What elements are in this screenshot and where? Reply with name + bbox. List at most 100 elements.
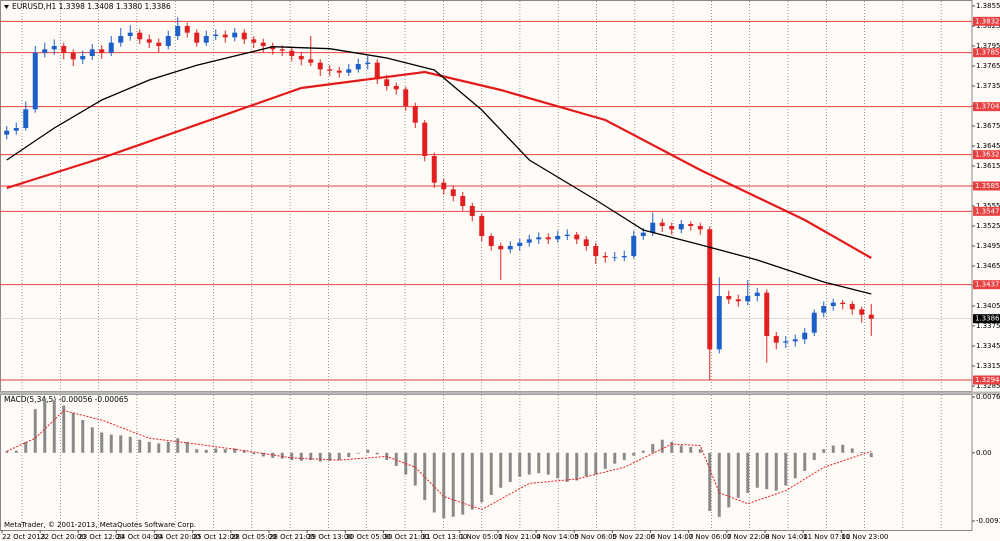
candle-body <box>194 32 200 43</box>
macd-bar <box>394 452 398 466</box>
macd-bar <box>157 443 161 453</box>
candle-body <box>507 246 513 250</box>
candle-body <box>716 296 722 350</box>
candle-body <box>336 70 342 73</box>
y-tick-label: 1.3645 <box>976 142 1000 150</box>
macd-bar <box>755 452 759 488</box>
moving-average <box>6 46 872 295</box>
y-tick-label: 1.3615 <box>976 162 1000 170</box>
macd-bar <box>309 452 313 461</box>
level-label: 1.3294 <box>975 376 1000 384</box>
macd-bar <box>14 450 18 453</box>
macd-bar <box>518 452 522 477</box>
candle-body <box>270 46 276 50</box>
macd-bar <box>442 452 446 519</box>
macd-bar <box>71 412 75 453</box>
macd-bar <box>746 452 750 493</box>
macd-bar <box>90 427 94 453</box>
candle-body <box>412 106 418 123</box>
macd-bar <box>81 420 85 453</box>
level-label: 1.3547 <box>975 207 1000 215</box>
candle-body <box>4 130 10 135</box>
macd-signal <box>6 410 872 511</box>
macd-bar <box>765 452 769 490</box>
macd-bar <box>52 400 56 453</box>
y-tick-label: 1.3315 <box>976 362 1000 370</box>
candle-body <box>203 36 209 43</box>
candle-body <box>61 46 67 53</box>
macd-bar <box>489 452 493 495</box>
candle-body <box>327 69 333 71</box>
candle-body <box>80 56 86 60</box>
macd-bar <box>24 441 28 453</box>
level-label: 1.3832 <box>975 17 1000 25</box>
y-tick-label: 0.00767 <box>976 393 1000 401</box>
macd-bar <box>413 452 417 486</box>
level-label-box <box>973 206 1000 216</box>
macd-bar <box>337 452 341 461</box>
macd-bar <box>290 452 294 461</box>
level-label-box <box>973 375 1000 385</box>
macd-bar <box>242 450 246 453</box>
candle-body <box>13 128 19 131</box>
candle-body <box>650 222 656 233</box>
candle-body <box>574 234 580 240</box>
macd-bar <box>660 439 664 453</box>
macd-bar <box>5 451 9 453</box>
candle-body <box>498 246 504 250</box>
macd-bar <box>233 448 237 453</box>
x-tick-label: 24 Oct 20:00 <box>155 533 201 541</box>
macd-bar <box>195 449 199 453</box>
candle-body <box>640 232 646 236</box>
macd-bar <box>622 452 626 461</box>
macd-bar <box>651 444 655 453</box>
level-label-box <box>973 48 1000 58</box>
macd-bar <box>461 452 465 515</box>
macd-bar <box>43 398 47 453</box>
candle-body <box>688 224 694 226</box>
level-label-box <box>973 16 1000 26</box>
macd-bar <box>841 444 845 453</box>
macd-bar <box>128 436 132 453</box>
y-tick-label: 1.3345 <box>976 342 1000 350</box>
moving-average <box>6 70 872 259</box>
level-label-box <box>973 150 1000 160</box>
candle-body <box>175 26 181 36</box>
candle-body <box>441 182 447 190</box>
macd-bar <box>62 405 66 453</box>
x-tick-label: 6 Nov 14:00 <box>651 533 694 541</box>
macd-bar <box>546 452 550 475</box>
candle-body <box>479 216 485 236</box>
current-price-label: 1.3386 <box>975 315 1000 323</box>
candle-body <box>754 292 760 296</box>
y-tick-label: 0.00 <box>976 449 992 457</box>
candle-body <box>232 32 238 38</box>
macd-bar <box>736 452 740 498</box>
x-tick-label: 24 Oct 04:00 <box>116 533 162 541</box>
macd-bar <box>470 452 474 510</box>
candle-body <box>564 234 570 236</box>
macd-bar <box>318 452 322 462</box>
candle-body <box>99 49 105 53</box>
macd-bar <box>366 449 370 453</box>
candle-body <box>726 296 732 300</box>
candle-body <box>526 239 532 243</box>
candle-body <box>298 56 304 60</box>
macd-bar <box>670 441 674 453</box>
macd-bar <box>717 452 721 517</box>
candle-body <box>773 336 779 343</box>
candle-body <box>289 50 295 56</box>
macd-bar <box>860 452 864 453</box>
macd-bar <box>347 452 351 458</box>
candle-body <box>431 156 437 183</box>
y-tick-label: 1.3735 <box>976 82 1000 90</box>
macd-bar <box>280 452 284 459</box>
candle-body <box>545 237 551 240</box>
x-tick-label: 7 Nov 06:00 <box>689 533 732 541</box>
level-label: 1.3632 <box>975 151 1000 159</box>
x-tick-label: 1 Nov 05:00 <box>460 533 503 541</box>
panel-separator <box>0 391 1000 395</box>
y-tick-label: 1.3405 <box>976 302 1000 310</box>
candle-body <box>70 52 76 60</box>
candle-body <box>735 299 741 302</box>
